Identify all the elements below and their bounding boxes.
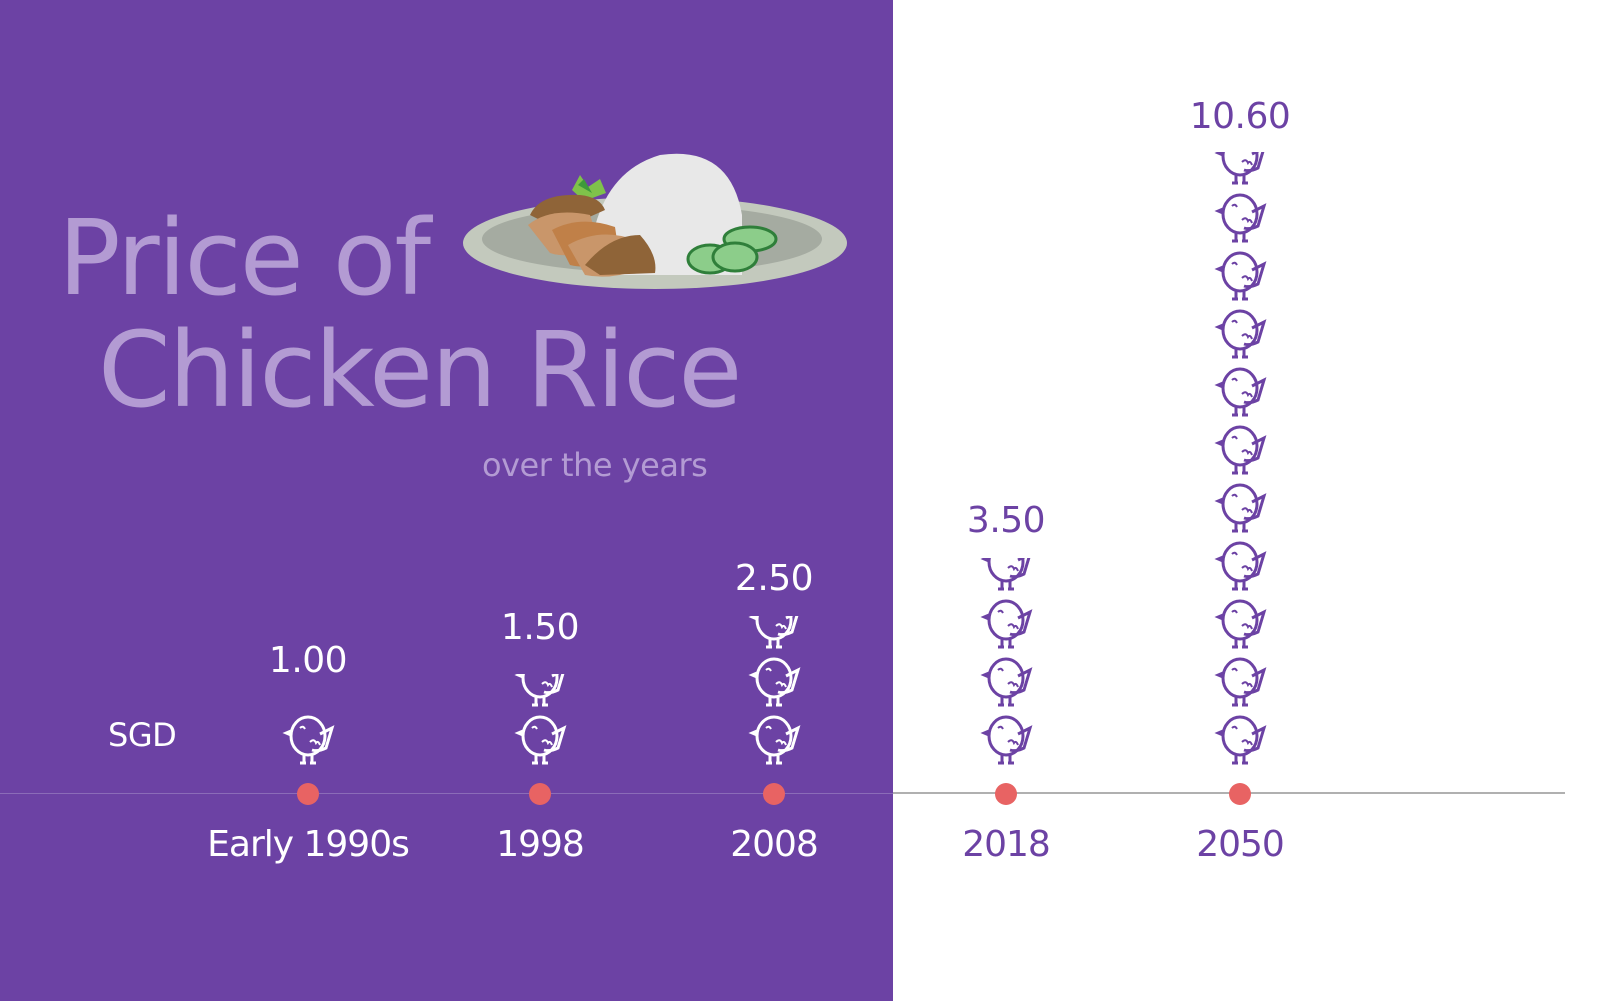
chicken-icon-half	[978, 558, 1034, 592]
year-label: 2008	[730, 824, 819, 865]
chicken-icon	[978, 592, 1034, 650]
chicken-icon	[978, 650, 1034, 708]
chicken-icon	[978, 708, 1034, 766]
value-label: 1.00	[268, 640, 348, 681]
chicken-icon-half	[512, 674, 568, 708]
value-label: 1.50	[500, 607, 580, 648]
purple-panel	[0, 0, 893, 1001]
chicken-icon	[1212, 244, 1268, 302]
chicken-icon-partial	[1212, 152, 1268, 186]
chicken-icon	[1212, 476, 1268, 534]
chicken-icon	[1212, 592, 1268, 650]
chicken-icon	[1212, 186, 1268, 244]
year-label: Early 1990s	[207, 824, 410, 865]
value-label: 10.60	[1189, 96, 1291, 137]
chicken-icon	[512, 708, 568, 766]
timeline-dot	[529, 783, 551, 805]
chicken-icon	[1212, 534, 1268, 592]
chicken-icon	[746, 650, 802, 708]
value-label: 3.50	[966, 500, 1046, 541]
value-label: 2.50	[734, 558, 814, 599]
year-label: 2050	[1196, 824, 1285, 865]
timeline-dot	[297, 783, 319, 805]
chicken-icon	[1212, 360, 1268, 418]
title-line-1: Price of	[58, 197, 431, 319]
year-label: 1998	[496, 824, 585, 865]
chicken-rice-plate-icon	[460, 135, 850, 295]
chicken-icon	[746, 708, 802, 766]
timeline-dot	[1229, 783, 1251, 805]
chicken-icon	[1212, 708, 1268, 766]
chicken-icon	[1212, 302, 1268, 360]
timeline-dot	[995, 783, 1017, 805]
chicken-icon	[280, 708, 336, 766]
chicken-icon	[1212, 650, 1268, 708]
subtitle: over the years	[482, 446, 708, 484]
timeline-dot	[763, 783, 785, 805]
chicken-icon	[1212, 418, 1268, 476]
unit-label: SGD	[108, 716, 177, 754]
year-label: 2018	[962, 824, 1051, 865]
timeline-axis	[0, 793, 893, 794]
title-line-2: Chicken Rice	[98, 309, 742, 431]
chicken-icon-half	[746, 616, 802, 650]
